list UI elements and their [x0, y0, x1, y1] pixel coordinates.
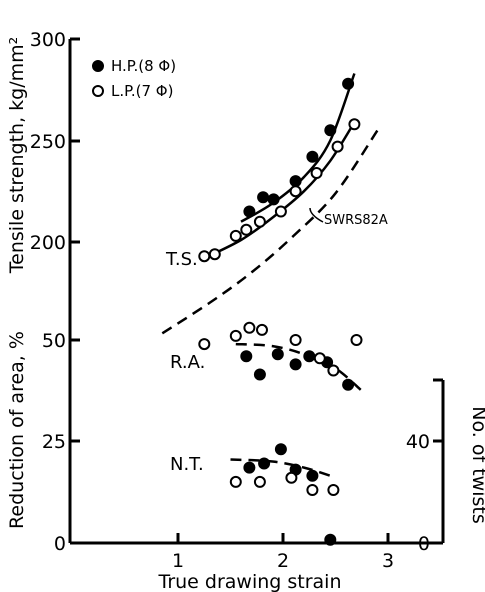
tensile-strength-open-point: [289, 185, 302, 198]
reduction-of-area-filled-point: [342, 378, 355, 391]
swrs-label: SWRS82A: [324, 213, 388, 228]
tensile-strength-fit-curve: [240, 73, 356, 223]
reduction-of-area-open-point: [198, 338, 211, 351]
reduction-of-area-open-point: [313, 352, 326, 365]
y-axis-title-reduction: Reduction of area, %: [6, 331, 28, 529]
tensile-strength-filled-point: [324, 124, 337, 137]
legend: H.P.(8 Φ) L.P.(7 Φ): [92, 57, 176, 100]
ts-label: T.S.: [165, 249, 198, 270]
reduction-of-area-filled-point: [253, 368, 266, 381]
tensile-strength-open-point: [274, 205, 287, 218]
reduction-of-area-filled-point: [303, 350, 316, 363]
legend-label: L.P.(7 Φ): [111, 82, 173, 100]
tensile-strength-fit-curve: [161, 129, 379, 335]
tensile-strength-filled-point: [243, 205, 256, 218]
reduction-of-area-open-point: [327, 364, 340, 377]
tensile-strength-open-point: [331, 140, 344, 153]
tensile-strength-filled-point: [267, 193, 280, 206]
y-tick-label: 250: [30, 131, 66, 153]
number-of-twists-open-point: [253, 475, 266, 488]
x-tick-label: 3: [382, 550, 394, 572]
reduction-of-area-open-point: [256, 323, 268, 336]
number-of-twists-filled-point: [306, 469, 319, 482]
x-tick-label: 2: [277, 550, 289, 572]
ra-label: R.A.: [170, 352, 205, 373]
tensile-strength-open-point: [310, 167, 323, 179]
tensile-strength-fit-curve: [203, 121, 356, 260]
number-of-twists-filled-point: [324, 533, 337, 546]
tensile-strength-open-point: [229, 229, 242, 242]
number-of-twists-open-point: [229, 475, 242, 488]
x-axis-title: True drawing strain: [158, 571, 342, 592]
x-tick-label: 1: [172, 550, 184, 572]
number-of-twists-filled-point: [274, 443, 287, 456]
y-axis-title-tensile: Tensile strength, kg/mm²: [6, 37, 28, 275]
legend-marker-filled: [92, 60, 104, 72]
number-of-twists-filled-point: [243, 461, 256, 474]
tensile-strength-filled-point: [306, 150, 319, 163]
number-of-twists-fit-curve: [230, 458, 331, 477]
reduction-of-area-open-point: [289, 334, 302, 346]
tensile-strength-open-point: [348, 118, 361, 131]
y-tick-label: 300: [30, 29, 66, 51]
y-tick-label: 50: [42, 330, 66, 352]
right-tick-label: 0: [418, 533, 430, 555]
reduction-of-area-filled-point: [289, 358, 302, 371]
tensile-strength-open-point: [198, 250, 211, 263]
y-tick-label: 25: [42, 431, 66, 453]
reduction-of-area-fit-curve: [235, 342, 363, 392]
reduction-of-area-open-point: [350, 334, 363, 346]
tensile-strength-filled-point: [257, 191, 270, 204]
y-tick-label: 0: [54, 533, 66, 555]
number-of-twists-filled-point: [258, 457, 271, 470]
tensile-strength-open-point: [208, 248, 221, 261]
legend-label: H.P.(8 Φ): [111, 57, 176, 75]
reduction-of-area-filled-point: [271, 348, 284, 361]
swrs-leader-line: [309, 207, 324, 223]
tensile-strength-open-point: [240, 223, 253, 236]
reduction-of-area-open-point: [243, 321, 256, 334]
y-axis-title-twists: No. of twists: [468, 406, 485, 523]
tensile-strength-filled-point: [342, 77, 355, 90]
number-of-twists-open-point: [327, 484, 340, 496]
tensile-strength-filled-point: [289, 175, 302, 188]
number-of-twists-open-point: [285, 471, 298, 484]
reduction-of-area-open-point: [229, 329, 242, 342]
nt-label: N.T.: [170, 454, 204, 475]
reduction-of-area-filled-point: [240, 350, 253, 363]
tensile-strength-open-point: [253, 215, 266, 228]
y-tick-label: 200: [30, 232, 66, 254]
number-of-twists-open-point: [306, 484, 319, 496]
legend-marker-open: [92, 85, 104, 97]
right-tick-label: 40: [406, 431, 430, 453]
